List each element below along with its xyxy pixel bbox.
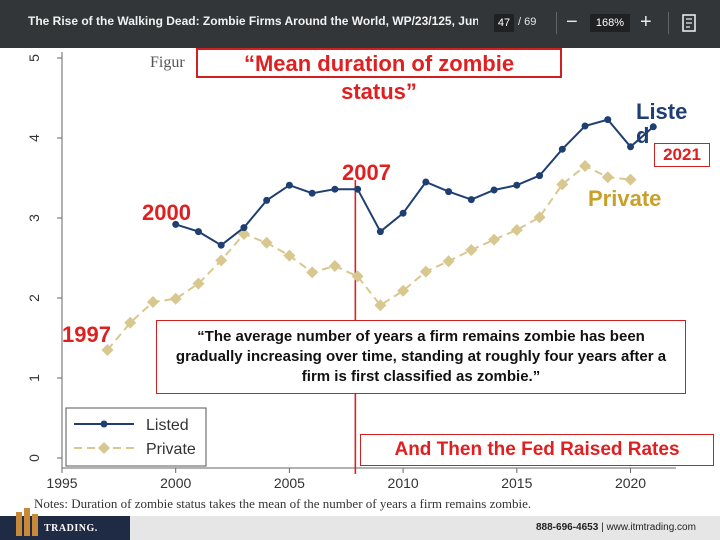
- series-listed-point: [649, 123, 657, 131]
- series-listed-point: [376, 228, 384, 236]
- series-private-point: [260, 236, 273, 249]
- series-private-point: [328, 260, 341, 272]
- chart-axes: 0 1 2 3 4 5 1995 2000 2005 2010 2015 2020: [26, 52, 676, 491]
- y-tick-label: 1: [26, 374, 42, 382]
- series-listed-line: [175, 118, 654, 247]
- annotation-2007: 2007: [342, 160, 391, 185]
- chart-legend: Listed Private: [65, 407, 207, 467]
- legend-listed-marker: [100, 420, 108, 428]
- series-listed-point: [581, 122, 589, 130]
- annotation-1997: 1997: [62, 322, 111, 347]
- series-listed-point: [445, 188, 453, 196]
- fed-note-box: And Then the Fed Raised Rates: [360, 434, 714, 466]
- series-private-point: [510, 224, 523, 236]
- toolbar-divider: [556, 12, 557, 34]
- y-tick-label: 4: [26, 134, 42, 142]
- series-listed-point: [513, 181, 521, 189]
- series-listed-point: [172, 220, 180, 228]
- callout-title-line2: status”: [341, 79, 417, 104]
- series-listed-point: [627, 143, 635, 151]
- series-private-point: [442, 255, 455, 268]
- page-total: / 69: [518, 16, 537, 28]
- annotation-2000: 2000: [142, 200, 191, 225]
- footer-separator: |: [601, 522, 604, 533]
- series-private-point: [146, 296, 159, 308]
- minus-icon[interactable]: −: [566, 11, 578, 33]
- itm-logo-icon: [16, 508, 38, 536]
- quote-box: “The average number of years a firm rema…: [156, 320, 686, 394]
- label-listed: Liste d: [636, 99, 688, 148]
- series-listed-point: [308, 189, 316, 197]
- series-listed-point: [354, 185, 362, 193]
- x-tick-label: 2000: [160, 475, 191, 491]
- footer-website[interactable]: www.itmtrading.com: [606, 522, 696, 533]
- series-listed-point: [331, 185, 339, 193]
- fit-page-icon[interactable]: [680, 13, 698, 37]
- plus-icon[interactable]: +: [640, 11, 652, 33]
- document-title: The Rise of the Walking Dead: Zombie Fir…: [28, 14, 478, 28]
- series-private-point: [419, 265, 432, 278]
- x-tick-label: 1995: [46, 475, 77, 491]
- page-number-input[interactable]: 47: [494, 14, 514, 32]
- series-listed-point: [217, 241, 225, 249]
- series-listed-point: [490, 186, 498, 194]
- series-private-point: [101, 344, 114, 356]
- footer-contact: 888-696-4653 | www.itmtrading.com: [536, 522, 696, 533]
- series-listed-point: [263, 196, 271, 204]
- series-private-point: [124, 316, 137, 329]
- series-listed-point: [604, 116, 612, 124]
- series-listed-point: [194, 228, 202, 236]
- series-private-point: [601, 171, 614, 184]
- zoom-level-input[interactable]: 168%: [590, 14, 630, 32]
- series-private-point: [397, 284, 410, 297]
- toolbar-divider: [668, 12, 669, 34]
- series-private-point: [556, 178, 569, 191]
- x-tick-label: 2015: [501, 475, 532, 491]
- series-private-point: [465, 244, 478, 256]
- legend-private-label: Private: [146, 441, 196, 458]
- series-private-point: [192, 277, 205, 290]
- series-private-point: [374, 299, 387, 312]
- series-private-point: [488, 233, 501, 246]
- legend-private-marker: [98, 442, 110, 454]
- series-private-point: [624, 173, 637, 186]
- logo-text: TRADING.: [44, 523, 98, 534]
- series-listed-point: [285, 181, 293, 189]
- callout-title-box: [196, 48, 562, 78]
- x-tick-label: 2005: [274, 475, 305, 491]
- series-listed-point: [399, 209, 407, 217]
- label-private: Private: [588, 186, 662, 211]
- series-private-point: [215, 254, 228, 267]
- series-listed-point: [240, 224, 248, 232]
- x-tick-label: 2010: [388, 475, 419, 491]
- series-private-point: [579, 160, 592, 172]
- y-tick-label: 5: [26, 54, 42, 62]
- callout-title-line1: “Mean duration of zombie: [243, 51, 515, 76]
- figure-notes: Notes: Duration of zombie status takes t…: [34, 496, 532, 511]
- pdf-toolbar: The Rise of the Walking Dead: Zombie Fir…: [0, 0, 720, 48]
- series-listed-point: [467, 196, 475, 204]
- series-private-point: [533, 211, 546, 224]
- x-tick-label: 2020: [615, 475, 646, 491]
- annotation-2021: 2021: [654, 143, 710, 167]
- series-private-point: [283, 249, 296, 262]
- series-listed-point: [536, 172, 544, 180]
- series-private-point: [306, 266, 319, 279]
- legend-box: [65, 407, 207, 467]
- series-listed-point: [558, 145, 566, 153]
- series-private-point: [351, 270, 364, 283]
- series-listed-point: [422, 178, 430, 186]
- figure-label: Figur: [150, 54, 185, 71]
- y-tick-label: 2: [26, 294, 42, 302]
- y-tick-label: 3: [26, 214, 42, 222]
- series-private-line: [106, 164, 631, 351]
- series-private-point: [169, 292, 182, 305]
- y-tick-label: 0: [26, 454, 42, 462]
- legend-listed-label: Listed: [146, 417, 189, 434]
- chart-lines: [101, 116, 657, 356]
- footer-phone: 888-696-4653: [536, 522, 599, 533]
